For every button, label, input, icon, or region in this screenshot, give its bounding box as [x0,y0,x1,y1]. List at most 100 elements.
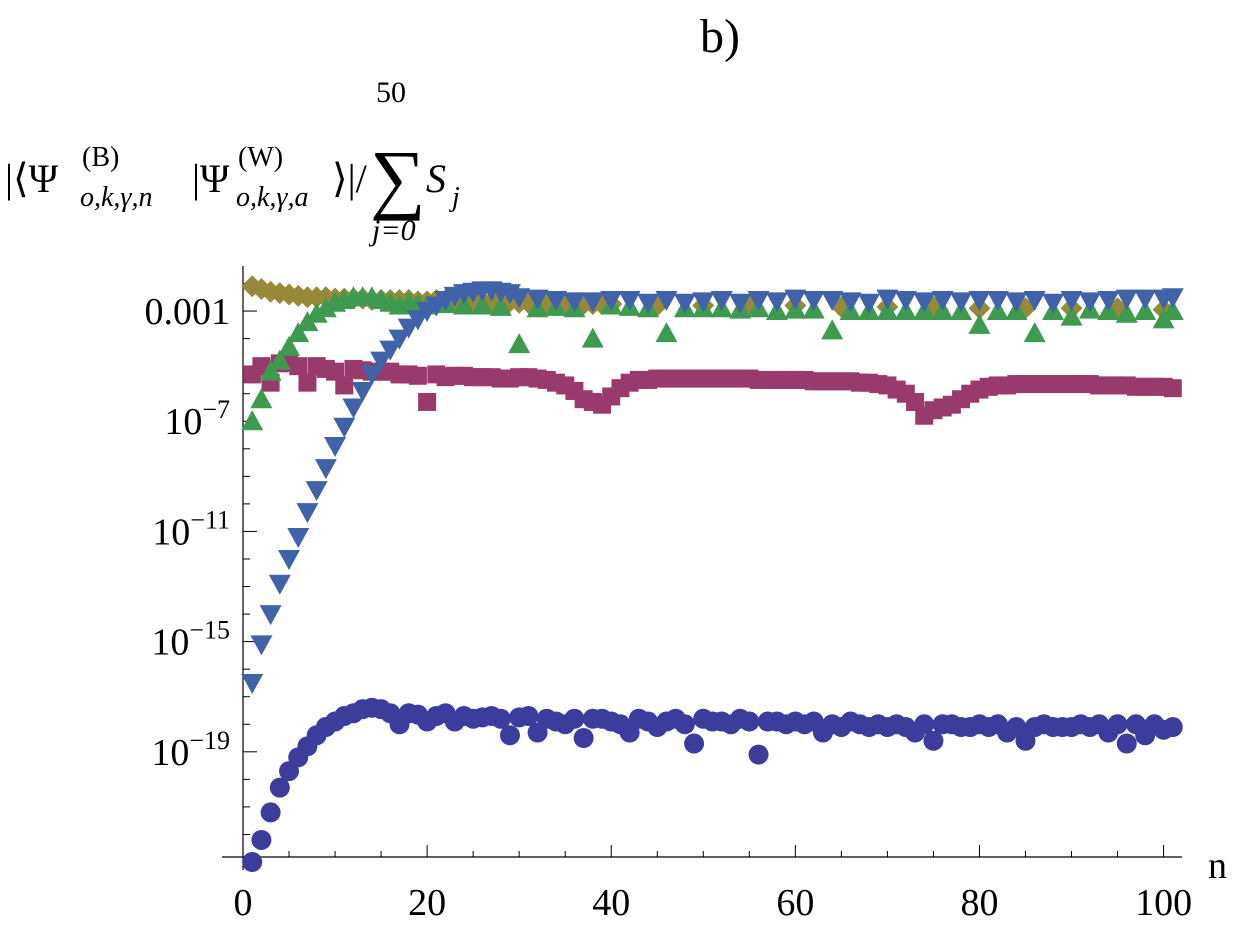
triangles-up-point [581,327,604,348]
circles-point [490,708,511,729]
circles-point [242,852,263,872]
triangles-up-point [241,410,264,431]
circles-point [260,802,281,823]
circles-point [1162,717,1183,738]
triangles-down-point [950,292,973,313]
triangles-up-point [1023,322,1046,343]
squares-point [335,376,354,395]
ylabel-sum-symbol: ∑ [370,134,426,221]
circles-point [684,733,705,754]
triangles-down-point [986,291,1009,312]
triangles-down-point [894,291,917,312]
circles-point [1116,733,1137,754]
squares-point [418,392,437,411]
triangles-down-point [278,549,301,570]
triangles-down-point [784,289,807,310]
x-axis-label: n [1208,845,1227,887]
triangles-down-point [637,293,660,314]
triangles-down-point [333,417,356,438]
triangles-up-point [489,295,512,316]
triangles-down-point [710,291,733,312]
y-axis-label: |⟨Ψ (B) o,k,γ,n |Ψ (W) o,k,γ,a ⟩|/ ∑ 50 … [5,76,460,247]
triangles-down-point [241,673,264,694]
triangles-down-point [1078,292,1101,313]
triangles-up-point [259,360,282,381]
squares-point [289,357,308,376]
triangles-down-point [324,437,347,458]
triangles-down-point [913,292,936,313]
triangles-up-point [287,322,310,343]
triangles-down-point [802,291,825,312]
squares-point [1163,379,1182,398]
triangles-up-point [655,322,678,343]
triangles-down-point [1097,291,1120,312]
triangles-down-point [268,574,291,595]
x-tick-label: 40 [592,882,630,924]
triangles-up-point [268,349,291,370]
triangles-down-point [1042,293,1065,314]
triangles-up-point [250,388,273,409]
y-tick-label: 10−19 [151,726,230,774]
y-tick-label: 0.001 [145,291,231,333]
triangles-down-point [673,293,696,314]
triangles-down-point [1161,288,1184,309]
series-circles [242,697,1183,872]
triangles-down-point [692,292,715,313]
triangles-down-point [765,292,788,313]
triangles-up-point [821,319,844,340]
triangles-down-point [406,310,429,331]
squares-point [326,362,345,381]
x-tick-label: 0 [234,882,253,924]
y-tick-label: 10−15 [151,616,230,664]
triangles-down-point [379,340,402,361]
circles-point [564,708,585,729]
ylabel-term: S [426,156,446,201]
series-triangles-up [241,286,1184,431]
triangles-up-point [305,302,328,323]
triangles-down-point [1060,291,1083,312]
triangles-down-point [563,292,586,313]
triangles-down-point [968,291,991,312]
squares-point [298,373,317,392]
triangles-down-point [729,293,752,314]
ylabel-sub1: o,k,γ,n [80,182,152,213]
chart-title: b) [700,10,740,63]
triangles-up-point [876,300,899,321]
y-tick-label: 10−7 [164,395,230,443]
ylabel-sub2: o,k,γ,a [236,182,308,213]
triangles-up-point [1134,300,1157,321]
triangles-down-point [747,291,770,312]
series-squares [243,353,1182,425]
triangles-down-point [1005,292,1028,313]
triangles-up-point [508,333,531,354]
triangles-down-point [342,398,365,419]
circles-point [573,728,594,749]
triangles-up-point [452,294,475,315]
ylabel-sup1: (B) [82,142,119,173]
circles-point [269,777,290,798]
triangles-down-point [351,381,374,402]
squares-point [408,366,427,385]
x-tick-label: 20 [408,882,446,924]
triangles-down-point [259,605,282,626]
x-tick-label: 60 [776,882,814,924]
triangles-down-point [931,291,954,312]
triangles-down-point [526,289,549,310]
ylabel-sum-lower: j=0 [368,214,416,247]
triangles-down-point [305,481,328,502]
ylabel-bar: |Ψ [192,156,230,201]
triangles-up-point [1060,305,1083,326]
circles-point [674,714,695,735]
circles-point [923,730,944,751]
triangles-down-point [287,527,310,548]
triangles-up-point [968,313,991,334]
ylabel-main: |⟨Ψ [5,156,59,201]
circles-point [914,714,935,735]
triangles-down-point [388,329,411,350]
triangles-down-point [1115,289,1138,310]
triangles-down-point [600,291,623,312]
triangles-up-point [1115,302,1138,323]
triangles-up-point [278,335,301,356]
triangles-down-point [250,635,273,656]
triangles-down-point [360,365,383,386]
